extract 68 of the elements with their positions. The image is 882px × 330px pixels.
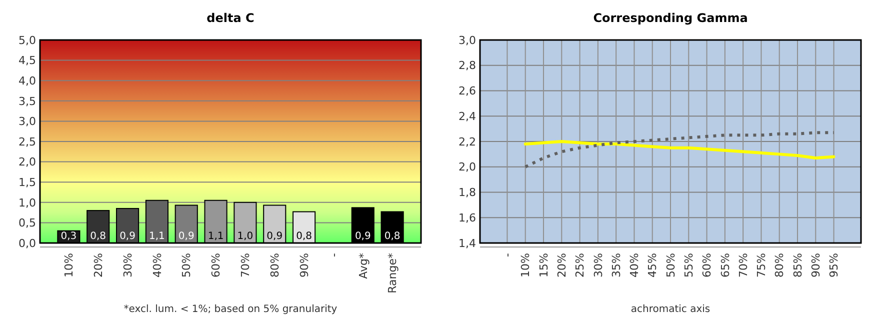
x-tick-label: 90%: [809, 253, 822, 278]
y-tick-label: 3,0: [458, 34, 476, 47]
y-tick-label: 2,4: [458, 110, 476, 123]
data-label: 0,9: [120, 231, 136, 242]
x-tick-label: 95%: [828, 253, 841, 278]
x-tick-label: 60%: [210, 253, 223, 278]
y-tick-label: 5,0: [18, 34, 36, 47]
y-tick-label: 0,5: [18, 216, 36, 230]
data-label: 1,1: [148, 231, 165, 242]
x-tick-label: 75%: [755, 253, 768, 278]
x-tick-label: 50%: [664, 253, 678, 278]
chart-title: Corresponding Gamma: [593, 11, 748, 25]
x-tick-label: 80%: [773, 253, 786, 278]
y-tick-label: 1,6: [458, 211, 476, 224]
y-tick-label: 3,5: [18, 94, 36, 108]
x-tick-label: 65%: [718, 253, 732, 278]
data-label: 0,8: [384, 231, 400, 242]
data-label: 0,9: [354, 231, 371, 242]
x-tick-label: 20%: [92, 253, 105, 278]
y-tick-label: 2,5: [18, 135, 36, 148]
x-tick-label: 40%: [628, 253, 642, 278]
data-label: 0,9: [266, 231, 283, 242]
data-label: 1,1: [208, 231, 224, 242]
x-tick-label: 85%: [791, 253, 804, 278]
data-label: 0,9: [178, 231, 194, 242]
x-tick-label: Range*: [386, 252, 400, 294]
x-tick-label: 90%: [298, 253, 311, 278]
data-label: 0,8: [296, 231, 312, 242]
x-tick-label: 70%: [239, 253, 252, 278]
x-tick-label: 35%: [610, 253, 623, 278]
y-tick-label: 2,8: [458, 59, 476, 72]
x-tick-label: 25%: [574, 253, 587, 278]
x-tick-label: -: [501, 252, 514, 257]
x-tick-label: 55%: [682, 253, 696, 278]
y-tick-label: 2,0: [458, 160, 476, 174]
x-tick-label: 80%: [268, 253, 282, 278]
y-tick-label: 0,0: [18, 236, 36, 250]
line-series: [524, 131, 836, 168]
y-tick-label: 1,0: [18, 196, 36, 210]
y-tick-label: 2,6: [458, 84, 476, 98]
y-tick-label: 4,0: [18, 74, 36, 88]
y-tick-label: 1,4: [458, 236, 476, 250]
data-label: 1,0: [237, 231, 254, 242]
x-tick-label: 40%: [150, 253, 164, 278]
y-tick-label: 1,5: [18, 176, 36, 189]
x-axis-title: achromatic axis: [630, 304, 710, 315]
data-label: 0,3: [60, 231, 77, 242]
y-tick-label: 2,2: [458, 135, 476, 148]
x-tick-label: 30%: [592, 253, 605, 278]
y-tick-label: 1,8: [458, 186, 476, 200]
x-tick-label: 15%: [537, 253, 550, 278]
x-tick-label: 10%: [519, 253, 532, 278]
x-tick-label: Avg*: [356, 252, 370, 279]
y-tick-label: 2,0: [18, 156, 36, 169]
x-tick-label: 50%: [180, 253, 194, 278]
y-tick-label: 4,5: [18, 54, 36, 68]
text: *excl. lum. < 1%; based on 5% granularity: [124, 304, 338, 315]
x-tick-label: 60%: [700, 253, 714, 278]
x-tick-label: 45%: [646, 253, 660, 278]
x-tick-label: 10%: [62, 253, 76, 278]
chart-title: delta C: [206, 11, 255, 25]
x-tick-label: -: [327, 252, 340, 257]
x-tick-label: 20%: [555, 253, 568, 278]
x-tick-label: 30%: [121, 253, 134, 278]
x-tick-label: 70%: [736, 253, 750, 278]
line-series: [524, 140, 836, 160]
y-tick-label: 3,0: [18, 115, 36, 128]
data-label: 0,8: [90, 231, 106, 242]
